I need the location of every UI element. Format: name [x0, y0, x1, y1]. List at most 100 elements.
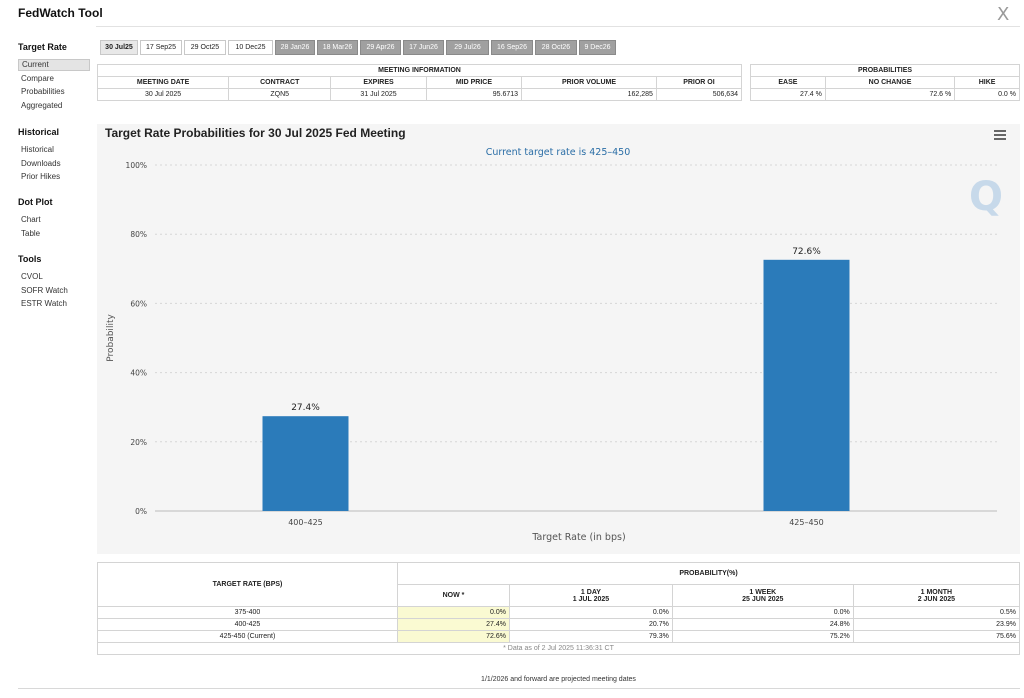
- sidebar-item-probabilities[interactable]: Probabilities: [21, 87, 65, 96]
- col-prior-volume: PRIOR VOLUME: [521, 76, 657, 89]
- target-rate-cell: 425-450 (Current): [97, 630, 398, 643]
- tab-meeting-16-sep26[interactable]: 16 Sep26: [491, 40, 533, 55]
- mid-price-value: 95.6713: [425, 88, 523, 101]
- hike-value: 0.0 %: [954, 88, 1020, 101]
- sidebar-item-historical[interactable]: Historical: [21, 145, 54, 154]
- table-row: 400-425 27.4% 20.7% 24.8% 23.9%: [97, 618, 1021, 631]
- bar-data-label: 72.6%: [792, 247, 821, 257]
- sidebar-item-compare[interactable]: Compare: [21, 73, 54, 83]
- hamburger-menu-icon[interactable]: [994, 130, 1006, 140]
- no-change-value: 72.6 %: [824, 88, 956, 101]
- probability-cell: 0.0%: [509, 606, 673, 619]
- col-period-date: 2 JUN 2025: [917, 595, 956, 603]
- data-timestamp-note: * Data as of 2 Jul 2025 11:36:31 CT: [97, 642, 1020, 655]
- sidebar-item-chart[interactable]: Chart: [21, 215, 41, 224]
- meeting-info-header: MEETING INFORMATION: [97, 64, 742, 77]
- bar-data-label: 27.4%: [291, 403, 320, 413]
- probability-cell: 0.5%: [852, 606, 1021, 619]
- probability-cell: 23.9%: [852, 618, 1021, 631]
- sidebar-item-current[interactable]: Current: [18, 59, 90, 71]
- col-period-label: 1 MONTH: [920, 588, 953, 596]
- target-rate-cell: 400-425: [97, 618, 398, 631]
- probabilities-summary-table: PROBABILITIES EASE NO CHANGE HIKE 27.4 %…: [750, 64, 1020, 101]
- y-tick-label: 0%: [135, 507, 147, 516]
- probability-cell: 24.8%: [671, 618, 854, 631]
- sidebar-item-aggregated[interactable]: Aggregated: [21, 100, 63, 110]
- tab-meeting-29-oct25[interactable]: 29 Oct25: [184, 40, 226, 55]
- prior-volume-value: 162,285: [521, 88, 657, 101]
- close-icon[interactable]: X: [997, 4, 1010, 25]
- col-period-0: NOW *: [397, 584, 510, 607]
- sidebar-item-sofr-watch[interactable]: SOFR Watch: [21, 285, 68, 295]
- sidebar-item-cvol[interactable]: CVOL: [21, 272, 43, 281]
- probability-history-table: TARGET RATE (BPS) PROBABILITY(%) NOW * 1 …: [97, 562, 1021, 655]
- x-tick-label: 425–450: [789, 518, 824, 527]
- bar-425-450: [763, 259, 850, 511]
- tab-meeting-29-jul26[interactable]: 29 Jul26: [446, 40, 489, 55]
- meeting-information-table: MEETING INFORMATION MEETING DATE CONTRAC…: [96, 64, 743, 101]
- ease-value: 27.4 %: [750, 88, 826, 101]
- col-target-rate: TARGET RATE (BPS): [97, 562, 398, 607]
- col-period-1: 1 DAY 1 JUL 2025: [509, 584, 673, 607]
- probability-cell: 0.0%: [671, 606, 854, 619]
- probability-cell: 20.7%: [509, 618, 673, 631]
- sidebar-item-downloads[interactable]: Downloads: [21, 158, 61, 168]
- probability-cell: 79.3%: [509, 630, 673, 643]
- y-axis-label: Probability: [106, 314, 116, 362]
- col-prior-oi: PRIOR OI: [655, 76, 743, 89]
- projected-dates-note: 1/1/2026 and forward are projected meeti…: [481, 676, 636, 683]
- prior-oi-value: 506,634: [655, 88, 743, 101]
- chart-subtitle: Current target rate is 425–450: [486, 147, 631, 158]
- x-tick-label: 400–425: [288, 518, 323, 527]
- probability-cell: 72.6%: [397, 630, 510, 643]
- tab-meeting-29-apr26[interactable]: 29 Apr26: [360, 40, 401, 55]
- table-row: 375-400 0.0% 0.0% 0.0% 0.5%: [97, 606, 1021, 619]
- sidebar-item-estr-watch[interactable]: ESTR Watch: [21, 299, 67, 308]
- sidebar-section-tools: Tools: [18, 254, 42, 264]
- bar-400-425: [262, 416, 349, 511]
- probability-header: PROBABILITY(%): [397, 562, 1020, 585]
- col-no-change: NO CHANGE: [824, 76, 956, 89]
- sidebar-section-historical: Historical: [18, 127, 60, 137]
- app-title: FedWatch Tool: [18, 6, 103, 20]
- tab-meeting-18-mar26[interactable]: 18 Mar26: [317, 40, 358, 55]
- tab-meeting-17-sep25[interactable]: 17 Sep25: [140, 40, 182, 55]
- y-tick-label: 40%: [130, 369, 147, 378]
- probability-cell: 0.0%: [397, 606, 510, 619]
- col-contract: CONTRACT: [228, 76, 332, 89]
- table-row: 425-450 (Current) 72.6% 79.3% 75.2% 75.6%: [97, 630, 1021, 643]
- col-hike: HIKE: [954, 76, 1020, 89]
- col-period-date: 1 JUL 2025: [572, 595, 610, 603]
- chart-panel: Target Rate Probabilities for 30 Jul 202…: [97, 124, 1020, 554]
- x-axis-label: Target Rate (in bps): [531, 532, 625, 543]
- y-tick-label: 60%: [130, 299, 147, 308]
- y-tick-label: 80%: [130, 230, 147, 239]
- col-period-label: NOW *: [442, 592, 465, 599]
- tab-meeting-30-jul25[interactable]: 30 Jul25: [100, 40, 138, 55]
- probabilities-header: PROBABILITIES: [750, 64, 1020, 77]
- sidebar: Target Rate Current Compare Probabilities Ag…: [0, 0, 94, 698]
- tab-meeting-28-jan26[interactable]: 28 Jan26: [275, 40, 315, 55]
- col-period-date: 25 JUN 2025: [742, 595, 784, 603]
- sidebar-item-table[interactable]: Table: [21, 228, 41, 238]
- tab-meeting-9-dec26[interactable]: 9 Dec26: [579, 40, 616, 55]
- contract-value: ZQN5: [228, 88, 332, 101]
- sidebar-section-dot-plot: Dot Plot: [18, 197, 53, 207]
- tab-meeting-17-jun26[interactable]: 17 Jun26: [403, 40, 444, 55]
- col-meeting-date: MEETING DATE: [96, 76, 230, 89]
- probability-cell: 75.6%: [852, 630, 1021, 643]
- col-period-2: 1 WEEK 25 JUN 2025: [671, 584, 854, 607]
- footer-divider: [18, 688, 1020, 689]
- expires-value: 31 Jul 2025: [330, 88, 427, 101]
- tab-meeting-10-dec25[interactable]: 10 Dec25: [228, 40, 273, 55]
- meeting-date-value: 30 Jul 2025: [96, 88, 230, 101]
- probability-cell: 75.2%: [671, 630, 854, 643]
- header-divider: [96, 26, 1020, 27]
- col-ease: EASE: [750, 76, 826, 89]
- tab-meeting-28-oct26[interactable]: 28 Oct26: [535, 40, 577, 55]
- sidebar-item-prior-hikes[interactable]: Prior Hikes: [21, 172, 61, 181]
- probability-bar-chart: Target Rate Probabilities for 30 Jul 202…: [105, 126, 997, 543]
- sidebar-section-target-rate: Target Rate: [18, 42, 67, 52]
- col-period-label: 1 DAY: [580, 588, 601, 596]
- chart-title: Target Rate Probabilities for 30 Jul 202…: [105, 126, 406, 140]
